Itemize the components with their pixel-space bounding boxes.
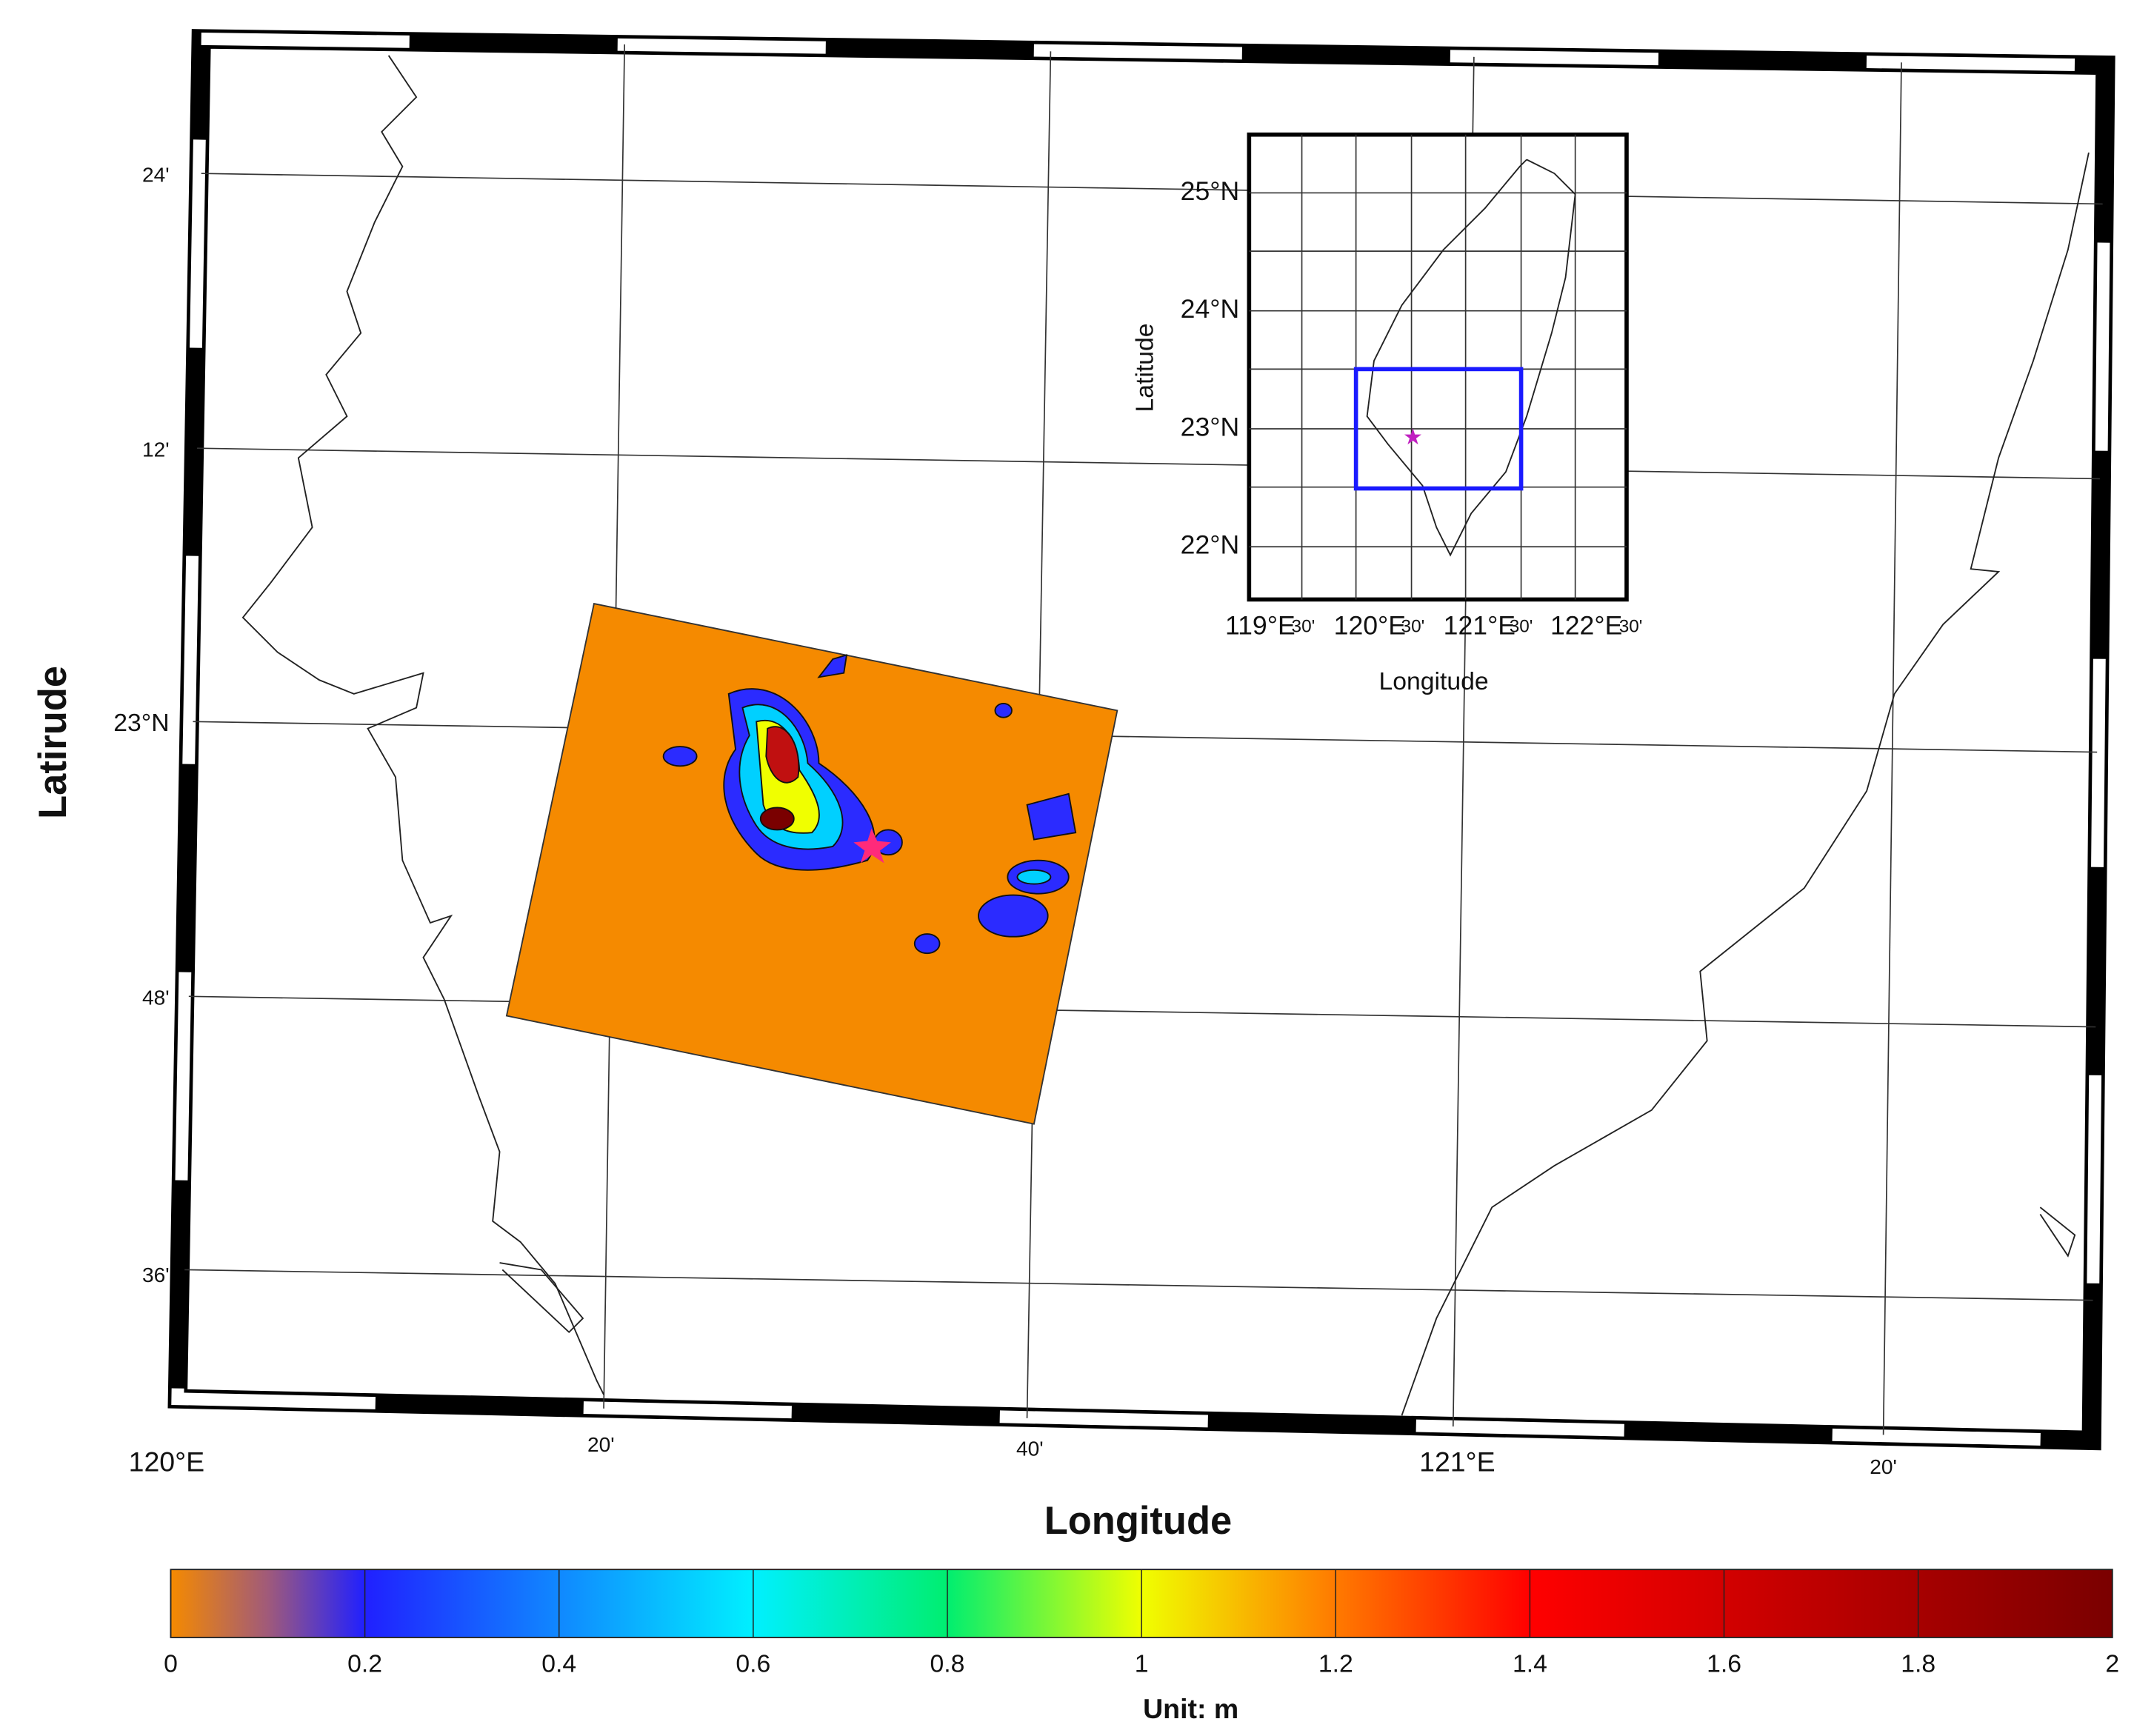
inset-y-title: Latitude	[1131, 324, 1159, 413]
colorbar-tick-label: 0.4	[541, 1649, 576, 1677]
inset-lat-label: 22°N	[1181, 530, 1240, 560]
inset-lon-label: 119°E	[1225, 610, 1296, 640]
x-axis-title: Longitude	[1044, 1500, 1232, 1543]
coastline	[241, 55, 604, 1395]
epicenter-marker: ★	[1403, 425, 1423, 450]
lat-label: 23°N	[113, 709, 169, 737]
colorbar-tick-label: 0.6	[736, 1649, 770, 1677]
coastline-detail	[499, 1262, 584, 1334]
y-axis-title: Latirude	[32, 666, 75, 819]
wave-height-contours	[662, 654, 1077, 955]
lon-label: 40'	[1016, 1437, 1044, 1460]
inset-lon-label: 30'	[1510, 616, 1533, 636]
inset-lat-label: 25°N	[1181, 176, 1240, 206]
lon-label: 120°E	[129, 1446, 204, 1478]
map-frame-dashes	[171, 32, 2112, 1447]
inset-x-title: Longitude	[1378, 667, 1488, 695]
colorbar-tick-label: 0	[164, 1649, 178, 1677]
coastline-detail	[2039, 1206, 2076, 1258]
colorbar-tick-label: 1.2	[1318, 1649, 1353, 1677]
graticule	[184, 44, 2103, 1435]
lat-label: 36'	[142, 1263, 170, 1286]
inset-map: ★	[1247, 132, 1629, 602]
colorbar-tick-label: 1.4	[1513, 1649, 1547, 1677]
colorbar-label: Unit: m	[1143, 1693, 1238, 1724]
epicenter	[853, 828, 891, 864]
colorbar-ticks: 0 0.2 0.4 0.6 0.8 1 1.2 1.4 1.6 1.8 2	[164, 1569, 2119, 1677]
lat-label: 48'	[142, 986, 170, 1009]
inset-lon-label: 30'	[1292, 616, 1316, 636]
lat-label: 12'	[142, 438, 170, 461]
colorbar-tick-label: 0.2	[347, 1649, 382, 1677]
colorbar-tick-label: 2	[2105, 1649, 2119, 1677]
lon-label: 20'	[587, 1433, 615, 1456]
main-map	[167, 29, 2115, 1451]
lon-label: 20'	[1870, 1455, 1897, 1478]
lon-label: 121°E	[1419, 1446, 1496, 1478]
coastline-east	[1401, 152, 2090, 1416]
colorbar-tick-label: 0.8	[930, 1649, 965, 1677]
inset-lon-label: 122°E	[1550, 610, 1622, 640]
taiwan-outline	[1366, 158, 1576, 557]
inset-lon-label: 121°E	[1444, 610, 1516, 640]
inset-lon-label: 120°E	[1334, 610, 1406, 640]
inset-lat-label: 24°N	[1181, 294, 1240, 324]
inset-lon-label: 30'	[1401, 616, 1425, 636]
inset-lon-label: 30'	[1619, 616, 1643, 636]
lat-label: 24'	[142, 163, 170, 186]
map-frame	[167, 29, 2115, 1451]
colorbar-tick-label: 1.6	[1707, 1649, 1741, 1677]
colorbar-tick-label: 1	[1135, 1649, 1149, 1677]
study-area-box	[1353, 367, 1524, 491]
colorbar-tick-label: 1.8	[1901, 1649, 1935, 1677]
inset-lat-label: 23°N	[1181, 412, 1240, 441]
